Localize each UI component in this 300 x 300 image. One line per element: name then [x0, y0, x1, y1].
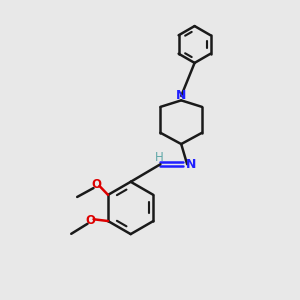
Text: O: O	[85, 214, 96, 227]
Text: N: N	[186, 158, 196, 171]
Text: H: H	[155, 151, 164, 164]
Text: O: O	[92, 178, 101, 191]
Text: N: N	[176, 89, 186, 102]
